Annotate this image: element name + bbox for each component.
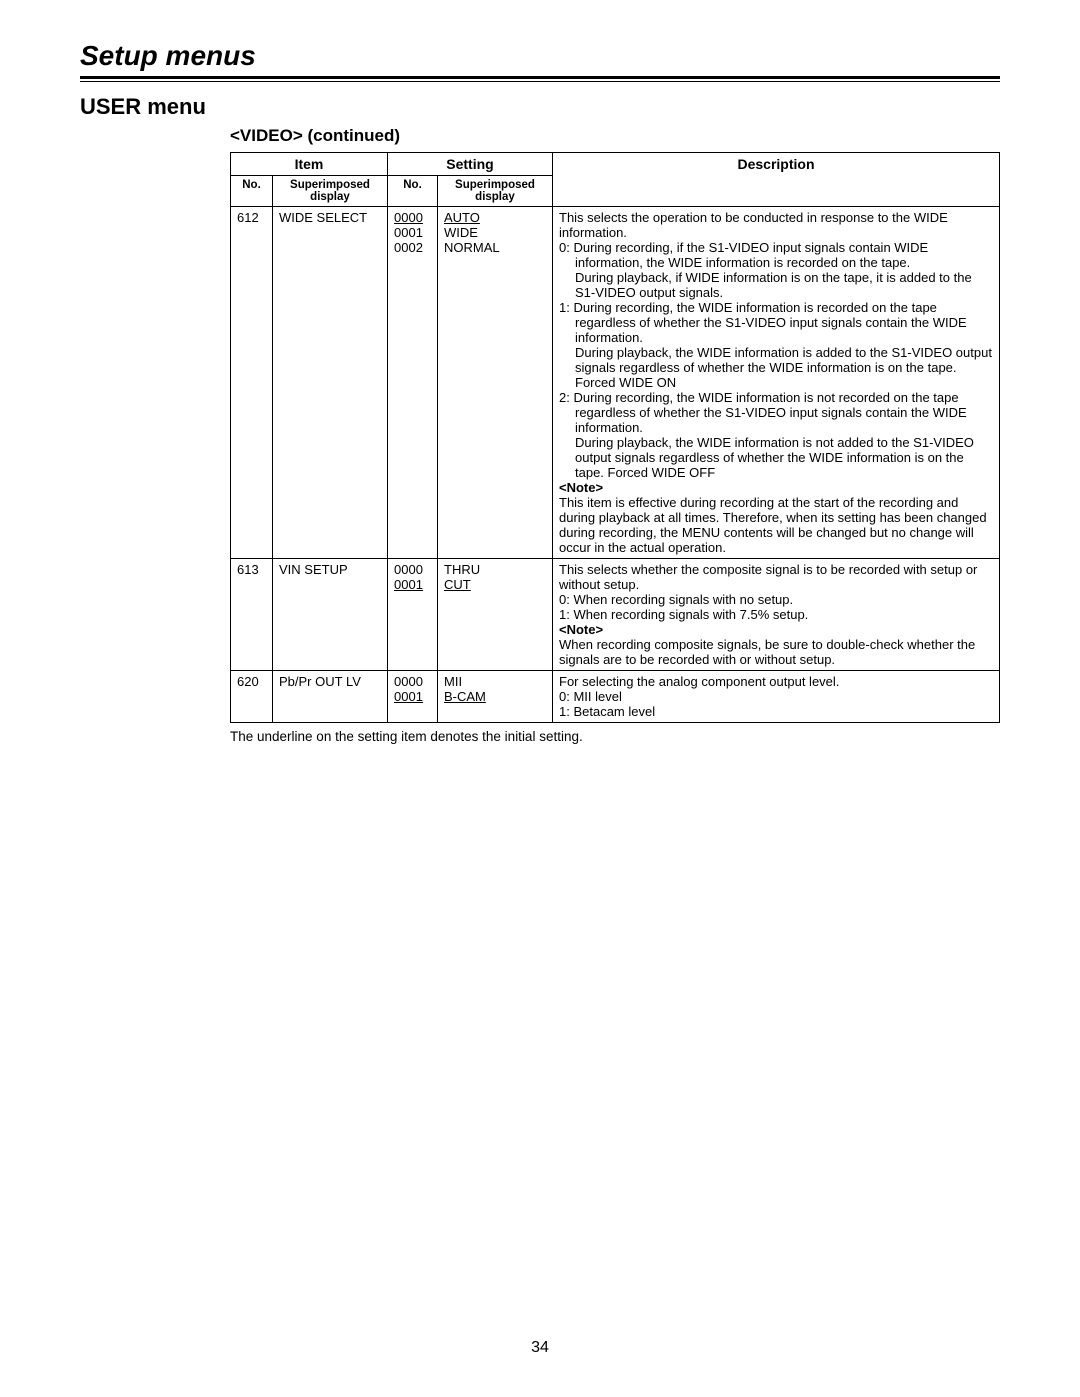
- th-item-super: Superimposed display: [273, 176, 388, 207]
- table-row: 612WIDE SELECT000000010002AUTOWIDENORMAL…: [231, 207, 1000, 559]
- cell-item-no: 620: [231, 671, 273, 723]
- th-description: Description: [553, 153, 1000, 207]
- cell-setting-label: THRUCUT: [438, 559, 553, 671]
- cell-item-name: Pb/Pr OUT LV: [273, 671, 388, 723]
- th-item-group: Item: [231, 153, 388, 176]
- table-body: 612WIDE SELECT000000010002AUTOWIDENORMAL…: [231, 207, 1000, 723]
- page-number: 34: [0, 1339, 1080, 1357]
- cell-item-no: 613: [231, 559, 273, 671]
- cell-setting-label: MIIB-CAM: [438, 671, 553, 723]
- page-title: Setup menus: [80, 40, 1000, 72]
- title-double-rule: [80, 76, 1000, 82]
- cell-description: This selects the operation to be conduct…: [553, 207, 1000, 559]
- cell-description: This selects whether the composite signa…: [553, 559, 1000, 671]
- cell-setting-no: 00000001: [388, 671, 438, 723]
- cell-item-no: 612: [231, 207, 273, 559]
- subsection-title: <VIDEO> (continued): [230, 126, 1000, 146]
- cell-item-name: VIN SETUP: [273, 559, 388, 671]
- cell-setting-label: AUTOWIDENORMAL: [438, 207, 553, 559]
- table-row: 613VIN SETUP00000001THRUCUTThis selects …: [231, 559, 1000, 671]
- th-item-no: No.: [231, 176, 273, 207]
- footer-note: The underline on the setting item denote…: [230, 729, 1000, 744]
- cell-setting-no: 00000001: [388, 559, 438, 671]
- table-header: Item Setting Description No. Superimpose…: [231, 153, 1000, 207]
- section-title: USER menu: [80, 94, 1000, 120]
- cell-item-name: WIDE SELECT: [273, 207, 388, 559]
- th-setting-no: No.: [388, 176, 438, 207]
- cell-description: For selecting the analog component outpu…: [553, 671, 1000, 723]
- cell-setting-no: 000000010002: [388, 207, 438, 559]
- table-row: 620Pb/Pr OUT LV00000001MIIB-CAMFor selec…: [231, 671, 1000, 723]
- th-setting-super: Superimposed display: [438, 176, 553, 207]
- th-setting-group: Setting: [388, 153, 553, 176]
- menu-table: Item Setting Description No. Superimpose…: [230, 152, 1000, 723]
